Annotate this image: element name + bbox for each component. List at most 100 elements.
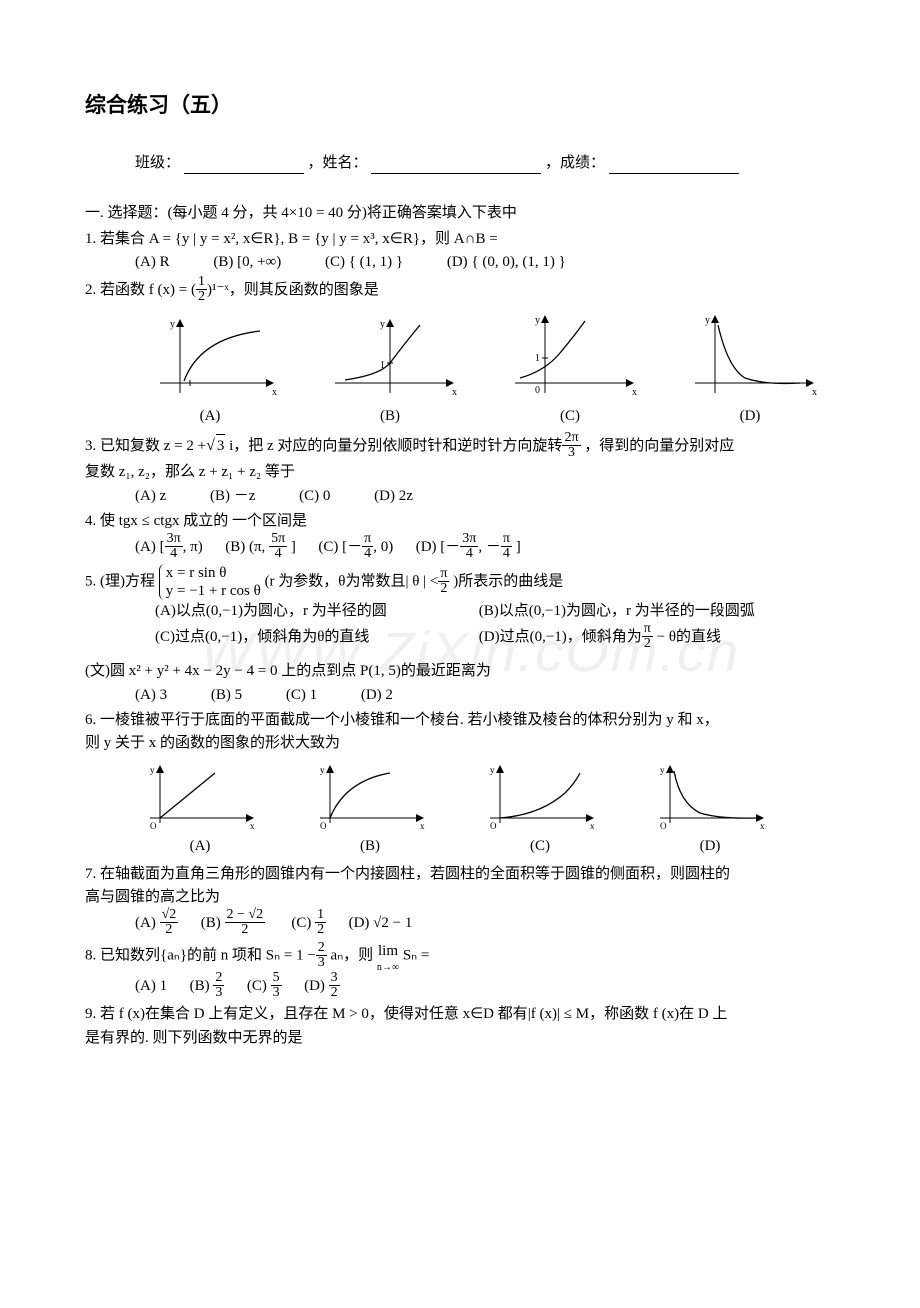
- q3-fd: 3: [562, 446, 580, 460]
- q5-a: (A)以点(0,−1)为圆心，r 为半径的圆: [155, 600, 475, 623]
- svg-text:y: y: [320, 765, 325, 775]
- q2-num: 1: [196, 275, 207, 290]
- q6-labels: (A) (B) (C) (D): [140, 835, 835, 858]
- q2-den: 2: [196, 290, 207, 304]
- q5-opts-row2: (C)过点(0,−1)，倾斜角为θ的直线 (D)过点(0,−1)，倾斜角为π2 …: [155, 623, 835, 652]
- q8-pre: 8. 已知数列{aₙ}的前 n 项和 Sₙ = 1 −: [85, 948, 316, 964]
- question-8: 8. 已知数列{aₙ}的前 n 项和 Sₙ = 1 −23 aₙ，则 limn→…: [85, 940, 835, 1001]
- student-info-line: 班级： ，姓名： ，成绩：: [135, 152, 835, 175]
- score-label: ，成绩：: [545, 155, 605, 171]
- q5-system: x = r sin θ y = −1 + r cos θ: [159, 564, 261, 600]
- q9-line2: 是有界的. 则下列函数中无界的是: [85, 1027, 835, 1050]
- q6-ld: (D): [650, 835, 770, 858]
- q2-graphs: xy xy1 xy01 xy: [140, 313, 835, 403]
- q8-options: (A) 1 (B) 23 (C) 53 (D) 32: [135, 972, 835, 1001]
- q7-a: (A) √22: [135, 915, 178, 931]
- svg-text:1: 1: [535, 353, 540, 364]
- q6-graph-b: Oxy: [310, 763, 430, 833]
- q5-sys1: x = r sin θ: [166, 564, 261, 582]
- q5-c: (C)过点(0,−1)，倾斜角为θ的直线: [155, 626, 475, 649]
- q5-d: (D)过点(0,−1)，倾斜角为π2 − θ的直线: [479, 629, 721, 645]
- q1-opt-a: (A) R: [135, 254, 170, 270]
- name-blank[interactable]: [371, 156, 541, 174]
- q8-f1n: 2: [316, 941, 327, 956]
- question-6: 6. 一棱锥被平行于底面的平面截成一个小棱锥和一个棱台. 若小棱锥及棱台的体积分…: [85, 709, 835, 859]
- q6-la: (A): [140, 835, 260, 858]
- q2-label-d: (D): [680, 405, 820, 428]
- svg-text:x: x: [452, 387, 457, 398]
- q6-graph-a: Oxy: [140, 763, 260, 833]
- q5w-d: (D) 2: [361, 687, 393, 703]
- q8-d: (D) 32: [304, 978, 340, 994]
- q4-c: (C) [－π4, 0): [318, 539, 393, 555]
- svg-text:x: x: [590, 821, 595, 831]
- name-label: ，姓名：: [308, 155, 368, 171]
- q2-label-b: (B): [320, 405, 460, 428]
- svg-text:y: y: [150, 765, 155, 775]
- svg-text:y: y: [705, 315, 710, 326]
- q5-sys2: y = −1 + r cos θ: [166, 582, 261, 600]
- q5-pre: 5. (理)方程: [85, 573, 155, 589]
- q5w-c: (C) 1: [286, 687, 317, 703]
- question-1: 1. 若集合 A = {y | y = x², x∈R}, B = {y | y…: [85, 228, 835, 275]
- svg-text:x: x: [632, 387, 637, 398]
- q3-line2: 复数 z₁, z₂，那么 z + z₁ + z₂ 等于: [85, 461, 835, 484]
- q1-opt-b: (B) [0, +∞): [213, 254, 281, 270]
- question-7: 7. 在轴截面为直角三角形的圆锥内有一个内接圆柱，若圆柱的全面积等于圆锥的侧面积…: [85, 863, 835, 939]
- question-3: 3. 已知复数 z = 2 +√3 i，把 z 对应的向量分别依顺时针和逆时针方…: [85, 432, 835, 508]
- svg-text:y: y: [660, 765, 665, 775]
- q7-text: 7. 在轴截面为直角三角形的圆锥内有一个内接圆柱，若圆柱的全面积等于圆锥的侧面积…: [85, 863, 835, 886]
- q2-graph-b: xy1: [320, 313, 460, 403]
- q7-d: (D) √2 − 1: [349, 915, 413, 931]
- svg-text:y: y: [170, 319, 175, 330]
- q6-text: 6. 一棱锥被平行于底面的平面截成一个小棱锥和一个棱台. 若小棱锥及棱台的体积分…: [85, 709, 835, 732]
- question-4: 4. 使 tgx ≤ ctgx 成立的 一个区间是 (A) [3π4, π) (…: [85, 510, 835, 562]
- q4-text: 4. 使 tgx ≤ ctgx 成立的 一个区间是: [85, 510, 835, 533]
- score-blank[interactable]: [609, 156, 739, 174]
- q8-b: (B) 23: [190, 978, 225, 994]
- q3-sqrt: 3: [216, 434, 226, 458]
- q5-mid: (r 为参数，θ为常数且| θ | <: [265, 573, 439, 589]
- svg-text:y: y: [380, 319, 385, 330]
- q7-b: (B) 2 − √22: [201, 915, 265, 931]
- q2-graph-a: xy: [140, 313, 280, 403]
- q9-text: 9. 若 f (x)在集合 D 上有定义，且存在 M > 0，使得对任意 x∈D…: [85, 1003, 835, 1026]
- q5-fd: 2: [438, 582, 449, 596]
- svg-text:O: O: [660, 821, 667, 831]
- q2-post: )¹⁻ˣ，则其反函数的图象是: [207, 282, 379, 298]
- class-label: 班级：: [135, 155, 180, 171]
- q5-wen-opts: (A) 3 (B) 5 (C) 1 (D) 2: [135, 684, 835, 707]
- q3-pre: 3. 已知复数 z = 2 +: [85, 438, 206, 454]
- q7-options: (A) √22 (B) 2 − √22 (C) 12 (D) √2 − 1: [135, 909, 835, 938]
- q4-b: (B) (π, 5π4 ]: [225, 539, 296, 555]
- q7-line2: 高与圆锥的高之比为: [85, 886, 835, 909]
- q8-mid: aₙ，则: [327, 948, 377, 964]
- q1-options: (A) R (B) [0, +∞) (C) { (1, 1) } (D) { (…: [135, 251, 835, 274]
- svg-text:x: x: [250, 821, 255, 831]
- q3-d: (D) 2z: [374, 488, 413, 504]
- q5-wen: (文)圆 x² + y² + 4x − 2y − 4 = 0 上的点到点 P(1…: [85, 660, 835, 683]
- q6-graphs: Oxy Oxy Oxy Oxy: [140, 763, 835, 833]
- svg-text:x: x: [812, 387, 817, 398]
- q2-graph-d: xy: [680, 313, 820, 403]
- q2-label-a: (A): [140, 405, 280, 428]
- q8-a: (A) 1: [135, 978, 167, 994]
- q8-post: Sₙ =: [399, 948, 429, 964]
- q3-c: (C) 0: [299, 488, 330, 504]
- q5-post: )所表示的曲线是: [449, 573, 563, 589]
- svg-text:x: x: [760, 821, 765, 831]
- q2-graph-c: xy01: [500, 313, 640, 403]
- page-title: 综合练习（五）: [85, 90, 835, 122]
- svg-text:y: y: [490, 765, 495, 775]
- svg-text:y: y: [535, 315, 540, 326]
- svg-text:O: O: [320, 821, 327, 831]
- q7-c: (C) 12: [291, 915, 326, 931]
- q2-pre: 2. 若函数 f (x) = (: [85, 282, 196, 298]
- q3-mid: i，把 z 对应的向量分别依顺时针和逆时针方向旋转: [225, 438, 562, 454]
- question-5: 5. (理)方程 x = r sin θ y = −1 + r cos θ (r…: [85, 564, 835, 707]
- svg-text:x: x: [272, 387, 277, 398]
- q6-graph-c: Oxy: [480, 763, 600, 833]
- q4-options: (A) [3π4, π) (B) (π, 5π4 ] (C) [－π4, 0) …: [135, 533, 835, 562]
- class-blank[interactable]: [184, 156, 304, 174]
- question-9: 9. 若 f (x)在集合 D 上有定义，且存在 M > 0，使得对任意 x∈D…: [85, 1003, 835, 1050]
